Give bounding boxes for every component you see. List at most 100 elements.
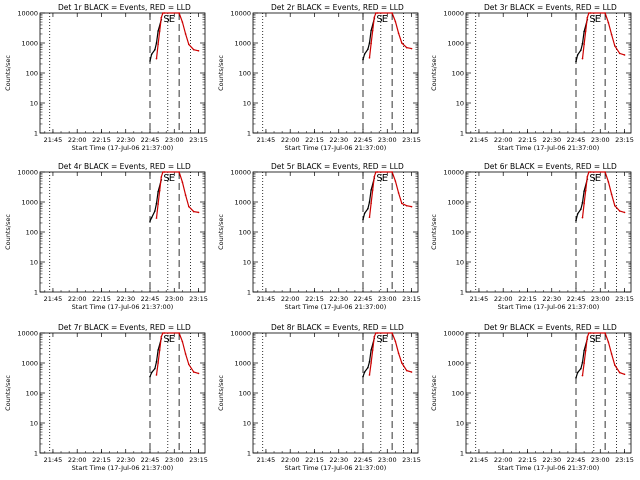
data-point [154, 367, 156, 370]
x-tick-label: 22:00 [281, 456, 300, 464]
x-tick-label: 22:30 [542, 295, 561, 303]
y-tick-label: 10 [456, 420, 464, 428]
data-point [362, 218, 364, 221]
data-point [575, 60, 577, 63]
data-point [181, 21, 184, 23]
series-line [149, 19, 162, 62]
data-point [184, 194, 187, 196]
data-point [157, 190, 159, 193]
data-point [154, 210, 156, 212]
end-marker: E [169, 173, 175, 184]
x-tick-label: 22:00 [68, 136, 87, 144]
x-axis-label: Start Time (17-Jul-06 21:37:00) [72, 464, 174, 472]
y-tick-label: 10000 [17, 169, 38, 177]
data-point [370, 202, 372, 205]
data-point [157, 30, 159, 32]
y-tick-label: 100 [452, 229, 464, 237]
data-point [370, 349, 372, 351]
data-point [376, 332, 379, 334]
data-point [160, 16, 163, 19]
x-tick-label: 23:15 [402, 456, 421, 464]
x-tick-label: 21:45 [257, 456, 276, 464]
data-point [604, 332, 606, 334]
y-tick-label: 1 [34, 289, 38, 297]
data-point [150, 216, 153, 219]
data-point [583, 43, 585, 46]
data-point [184, 353, 187, 355]
data-point [370, 362, 372, 364]
data-point [367, 48, 369, 51]
y-tick-label: 100 [26, 70, 38, 78]
data-point [410, 371, 413, 373]
data-point [181, 340, 184, 343]
data-point [163, 171, 166, 173]
series-line [149, 338, 162, 377]
x-tick-label: 22:45 [354, 456, 373, 464]
data-point [157, 349, 159, 351]
x-tick-label: 22:00 [494, 456, 513, 464]
data-point [149, 375, 151, 378]
panel-det-6: Det 6r BLACK = Events, RED = LLD 1 10 100 10… [430, 162, 634, 311]
data-point [373, 335, 376, 338]
data-point [588, 12, 590, 14]
panel-title: Det 3r BLACK = Events, RED = LLD [484, 3, 617, 12]
data-point [576, 371, 579, 374]
data-point [614, 45, 616, 47]
data-point [155, 202, 158, 205]
data-point [376, 171, 379, 173]
panel-det-5: Det 5r BLACK = Events, RED = LLD 1 10 100 10… [217, 162, 421, 311]
data-point [623, 54, 626, 56]
plot-frame [465, 332, 632, 454]
data-point [149, 220, 151, 222]
data-point [581, 374, 584, 377]
y-tick-label: 10 [243, 100, 251, 108]
x-tick-label: 22:45 [354, 136, 373, 144]
data-point [367, 207, 369, 210]
x-axis-label: Start Time (17-Jul-06 21:37:00) [72, 303, 174, 311]
x-tick-label: 22:15 [518, 295, 537, 303]
y-tick-label: 10 [243, 420, 251, 428]
y-tick-label: 100 [239, 70, 251, 78]
data-point [197, 211, 200, 214]
y-tick-label: 100 [452, 70, 464, 78]
panel-title: Det 9r BLACK = Events, RED = LLD [484, 323, 617, 332]
data-point [375, 332, 377, 334]
data-point [575, 377, 577, 379]
y-axis-label: Counts/sec [430, 55, 438, 91]
data-point [614, 204, 616, 207]
data-point [375, 171, 377, 173]
data-point [588, 171, 590, 173]
data-point [401, 362, 403, 364]
x-tick-label: 22:30 [542, 136, 561, 144]
y-tick-label: 10 [30, 420, 38, 428]
data-point [363, 371, 366, 373]
x-tick-label: 22:30 [329, 295, 348, 303]
data-point [370, 189, 372, 191]
x-tick-label: 22:00 [68, 456, 87, 464]
panel-det-4: Det 4r BLACK = Events, RED = LLD 1 10 100 10… [4, 162, 208, 311]
data-point [363, 212, 366, 215]
data-point [188, 363, 190, 366]
plot-frame [252, 171, 419, 293]
data-point [375, 12, 377, 14]
x-tick-label: 22:45 [354, 295, 373, 303]
data-point [368, 216, 371, 219]
x-tick-label: 23:15 [615, 136, 634, 144]
plot-frame [39, 171, 206, 293]
x-tick-label: 23:15 [189, 136, 208, 144]
x-tick-label: 21:45 [44, 295, 63, 303]
data-point [158, 189, 161, 192]
series-line [581, 171, 625, 218]
y-axis-label: Counts/sec [4, 55, 12, 91]
data-point [391, 12, 393, 14]
data-point [160, 176, 163, 178]
series-lld [581, 12, 626, 60]
data-point [197, 372, 200, 375]
x-tick-label: 22:30 [329, 456, 348, 464]
end-marker: E [595, 334, 601, 345]
data-point [581, 42, 584, 45]
start-marker: S [376, 334, 382, 345]
data-point [623, 373, 626, 376]
data-point [410, 47, 413, 50]
